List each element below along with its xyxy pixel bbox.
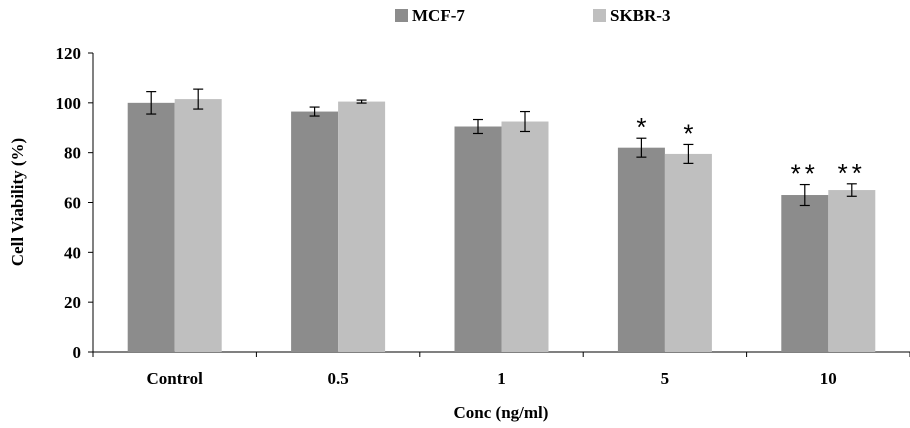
significance-label: ** (838, 158, 866, 188)
error-bar (683, 143, 694, 164)
significance-label: * (636, 112, 646, 142)
bar (501, 121, 549, 352)
legend-swatch (593, 9, 606, 22)
bar (338, 101, 386, 353)
error-bar (473, 118, 483, 135)
y-tick-label: 120 (56, 44, 82, 63)
error-bar (846, 183, 857, 197)
bar (291, 111, 339, 352)
error-bar (799, 183, 810, 207)
error-bar (146, 91, 157, 115)
x-tick-label: 5 (661, 369, 670, 388)
error-bar (356, 99, 367, 104)
x-tick-label: 10 (820, 369, 837, 388)
legend-swatch (395, 9, 408, 22)
significance-label: * (683, 118, 693, 148)
bar (174, 99, 222, 353)
bar (828, 190, 876, 352)
x-tick-label: Control (147, 369, 204, 388)
bars (127, 99, 876, 353)
y-tick-label: 40 (64, 243, 81, 262)
legend-label: MCF-7 (412, 6, 465, 25)
bar (781, 195, 829, 352)
error-bars (146, 88, 857, 207)
y-tick-label: 100 (56, 94, 82, 113)
bar (127, 102, 175, 352)
x-axis: Control 0.5 1 5 10 (92, 351, 910, 388)
legend-label: SKBR-3 (610, 6, 670, 25)
y-tick-label: 20 (64, 293, 81, 312)
y-axis-title: Cell Viability (%) (8, 138, 27, 266)
legend-item: SKBR-3 (593, 6, 670, 25)
x-tick-label: 0.5 (327, 369, 348, 388)
significance-labels: ****** (636, 112, 866, 189)
legend-item: MCF-7 (395, 6, 465, 25)
error-bar (636, 137, 647, 158)
significance-label: ** (791, 159, 819, 189)
legend: MCF-7 SKBR-3 (395, 6, 670, 25)
bar (454, 126, 502, 352)
y-tick-label: 80 (64, 144, 81, 163)
error-bar (193, 88, 204, 110)
y-axis: 0 20 40 60 80 100 120 (56, 44, 94, 362)
error-bar (309, 106, 320, 117)
y-tick-label: 0 (73, 343, 82, 362)
bar (617, 147, 665, 352)
error-bar (520, 110, 530, 133)
y-tick-label: 60 (64, 194, 81, 213)
x-axis-title: Conc (ng/ml) (454, 403, 549, 422)
x-tick-label: 1 (497, 369, 506, 388)
bar (664, 153, 712, 352)
